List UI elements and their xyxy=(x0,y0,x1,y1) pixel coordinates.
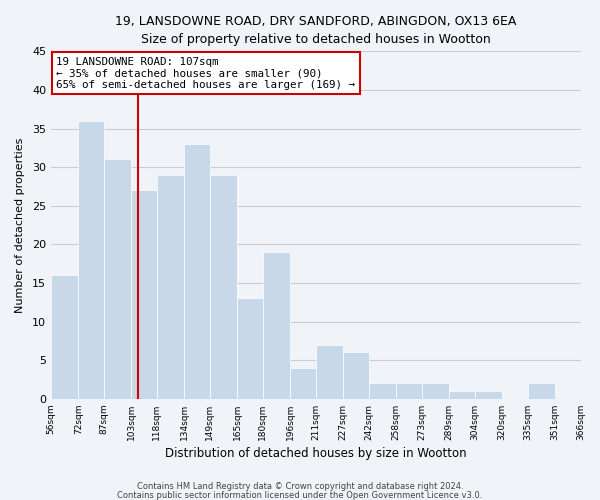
Bar xyxy=(368,384,396,399)
Bar xyxy=(290,368,316,399)
X-axis label: Distribution of detached houses by size in Wootton: Distribution of detached houses by size … xyxy=(165,447,467,460)
Bar xyxy=(184,144,210,399)
Text: Contains public sector information licensed under the Open Government Licence v3: Contains public sector information licen… xyxy=(118,490,482,500)
Bar xyxy=(157,175,184,399)
Bar xyxy=(263,252,290,399)
Text: Contains HM Land Registry data © Crown copyright and database right 2024.: Contains HM Land Registry data © Crown c… xyxy=(137,482,463,491)
Bar xyxy=(527,384,555,399)
Bar xyxy=(210,175,237,399)
Bar xyxy=(78,121,104,399)
Title: 19, LANSDOWNE ROAD, DRY SANDFORD, ABINGDON, OX13 6EA
Size of property relative t: 19, LANSDOWNE ROAD, DRY SANDFORD, ABINGD… xyxy=(115,15,517,46)
Text: 19 LANSDOWNE ROAD: 107sqm
← 35% of detached houses are smaller (90)
65% of semi-: 19 LANSDOWNE ROAD: 107sqm ← 35% of detac… xyxy=(56,56,355,90)
Bar xyxy=(396,384,422,399)
Bar xyxy=(51,276,78,399)
Bar xyxy=(104,160,131,399)
Bar xyxy=(316,345,343,399)
Bar xyxy=(131,190,157,399)
Bar xyxy=(343,352,368,399)
Bar xyxy=(449,391,475,399)
Bar xyxy=(475,391,502,399)
Bar xyxy=(422,384,449,399)
Y-axis label: Number of detached properties: Number of detached properties xyxy=(15,138,25,313)
Bar xyxy=(581,384,600,399)
Bar xyxy=(237,298,263,399)
